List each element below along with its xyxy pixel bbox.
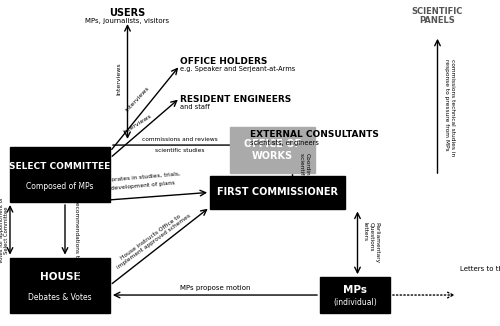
Text: and staff: and staff [180,104,210,110]
Text: SCIENTIFIC: SCIENTIFIC [412,7,463,16]
Text: e.g. Speaker and Serjeant-at-Arms: e.g. Speaker and Serjeant-at-Arms [180,66,295,72]
Text: Interviews: Interviews [124,86,150,113]
FancyBboxPatch shape [230,127,315,173]
Text: FIRST COMMISSIONER: FIRST COMMISSIONER [217,187,338,197]
Text: Debates & Votes: Debates & Votes [28,293,92,302]
Text: OFFICE HOLDERS: OFFICE HOLDERS [180,57,268,66]
Text: Letters to the editor: Letters to the editor [460,266,500,272]
Text: HOUSE: HOUSE [40,272,80,282]
Text: MPs propose motion: MPs propose motion [180,285,250,291]
Text: OFFICE OF
WORKS: OFFICE OF WORKS [244,139,301,161]
Text: Makes recommendations to House: Makes recommendations to House [74,179,79,281]
Text: Interviews: Interviews [116,62,121,95]
Text: PANELS: PANELS [420,16,456,25]
Text: MPs: MPs [343,285,367,295]
Text: House instructs Office to
implement approved schemes: House instructs Office to implement appr… [113,209,192,271]
Text: Composed of MPs: Composed of MPs [26,182,94,191]
Text: Parliamentary
Questions
letters: Parliamentary Questions letters [363,222,380,263]
FancyBboxPatch shape [10,258,110,313]
Text: development of plans: development of plans [110,180,175,191]
Text: (individual): (individual) [333,298,377,307]
FancyBboxPatch shape [210,176,345,209]
Text: MPs, journalists, visitors: MPs, journalists, visitors [86,18,170,24]
Text: commissions technical studies in
response to pressure from MPs: commissions technical studies in respons… [444,59,455,156]
Text: SELECT COMMITTEE: SELECT COMMITTEE [10,162,110,170]
Text: EXTERNAL CONSULTANTS: EXTERNAL CONSULTANTS [250,130,379,140]
Text: scientists, engineers: scientists, engineers [250,140,319,145]
Text: Interviews: Interviews [122,113,152,135]
Text: scientific studies: scientific studies [155,148,205,153]
Text: USERS: USERS [110,8,146,18]
Text: Coordinates
scientific studies: Coordinates scientific studies [298,153,310,202]
Text: collaborates in studies, trials,: collaborates in studies, trials, [94,171,181,184]
Text: Votes for appointment of
Select Committee: Votes for appointment of Select Committe… [0,197,10,263]
FancyBboxPatch shape [10,147,110,202]
FancyBboxPatch shape [320,277,390,313]
Text: commissions and reviews: commissions and reviews [142,137,218,142]
Text: RESIDENT ENGINEERS: RESIDENT ENGINEERS [180,95,291,104]
